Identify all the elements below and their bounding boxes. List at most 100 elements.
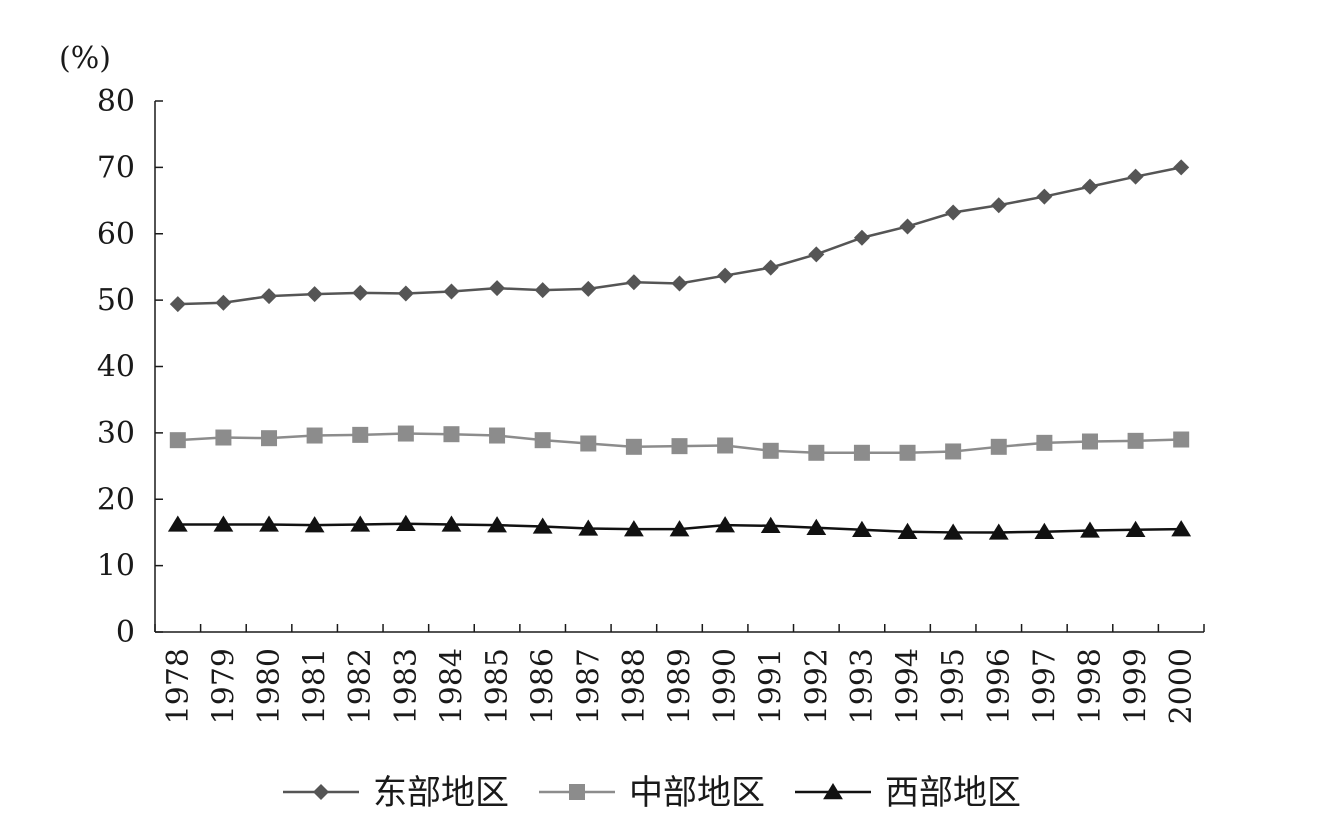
data-point — [580, 435, 597, 452]
x-tick-label: 1997 — [1027, 648, 1062, 724]
data-point — [1036, 434, 1053, 451]
y-tick-label: 50 — [97, 283, 135, 318]
data-point — [578, 519, 599, 536]
legend-marker — [569, 784, 585, 800]
data-point — [395, 514, 416, 532]
data-point — [259, 515, 279, 532]
data-point — [487, 516, 507, 533]
x-tick-label: 1995 — [936, 648, 971, 724]
data-point — [806, 518, 827, 535]
data-point — [580, 280, 597, 297]
legend-item: 西部地区 — [795, 773, 1021, 813]
data-point — [489, 427, 506, 444]
x-tick-label: 1999 — [1119, 648, 1154, 724]
x-tick-label: 1987 — [571, 648, 606, 724]
data-point — [715, 516, 736, 533]
data-point — [1171, 520, 1192, 537]
x-tick-label: 1979 — [206, 648, 241, 724]
x-tick-label: 1985 — [480, 648, 515, 724]
data-point — [352, 426, 369, 443]
x-tick-label: 1994 — [891, 648, 926, 724]
data-point — [717, 267, 734, 284]
data-point — [671, 275, 688, 292]
x-axis-ticks: 1978 1979 1980 1981 1982 1983 1984 1985 1986 1987… — [154, 624, 1205, 724]
data-point — [306, 427, 323, 444]
data-point — [215, 294, 232, 311]
data-point — [443, 283, 460, 300]
data-point — [899, 218, 916, 235]
data-point — [988, 523, 1009, 540]
data-point — [899, 444, 916, 461]
y-axis-ticks: 0 10 20 30 40 50 60 70 80 — [97, 84, 163, 650]
data-point — [534, 432, 551, 449]
data-point — [1125, 520, 1146, 537]
data-point — [1127, 168, 1144, 185]
series-1 — [169, 159, 1190, 313]
data-point — [532, 517, 553, 534]
data-point — [625, 274, 642, 291]
data-point — [169, 296, 186, 313]
series-3 — [167, 514, 1192, 540]
y-tick-label: 80 — [97, 84, 135, 119]
data-point — [213, 515, 234, 532]
data-point — [852, 520, 872, 537]
data-point — [261, 288, 278, 305]
x-tick-label: 1992 — [799, 648, 834, 724]
data-point — [306, 286, 323, 303]
x-tick-label: 1988 — [617, 648, 652, 724]
x-tick-label: 1981 — [298, 648, 333, 724]
x-tick-label: 1990 — [708, 648, 743, 724]
x-tick-label: 1998 — [1073, 648, 1108, 724]
data-point — [669, 520, 690, 537]
y-tick-label: 40 — [97, 350, 135, 385]
data-point — [808, 246, 825, 263]
x-tick-label: 1983 — [389, 648, 424, 724]
data-point — [397, 425, 414, 442]
data-point — [261, 430, 278, 447]
data-point — [1173, 431, 1190, 448]
legend-item: 东部地区 — [283, 773, 509, 813]
data-point — [853, 444, 870, 461]
legend-label: 东部地区 — [373, 773, 509, 813]
x-tick-label: 1986 — [526, 648, 561, 724]
data-point — [945, 204, 962, 221]
y-tick-label: 0 — [116, 615, 135, 650]
data-point — [443, 426, 460, 443]
x-tick-label: 1978 — [161, 648, 196, 724]
y-axis-unit-label: (%) — [59, 41, 111, 76]
data-point — [762, 442, 779, 459]
data-point — [945, 443, 962, 460]
data-point — [990, 438, 1007, 455]
legend: 东部地区 中部地区 西部地区 — [283, 773, 1021, 813]
data-point — [671, 438, 688, 455]
x-tick-label: 1996 — [982, 648, 1017, 724]
y-tick-label: 30 — [97, 416, 135, 451]
y-tick-label: 10 — [97, 549, 135, 584]
data-point — [441, 515, 462, 532]
legend-marker — [823, 783, 843, 800]
data-point — [897, 522, 918, 539]
data-point — [1081, 433, 1098, 450]
data-point — [169, 432, 186, 449]
x-tick-label: 1991 — [754, 648, 789, 724]
data-point — [808, 444, 825, 461]
data-point — [1080, 521, 1100, 538]
data-point — [167, 515, 188, 532]
x-tick-label: 1980 — [252, 648, 287, 724]
data-point — [717, 437, 734, 454]
data-point — [1173, 159, 1190, 176]
y-tick-label: 60 — [97, 217, 135, 252]
data-point — [350, 515, 371, 532]
data-point — [352, 284, 369, 301]
data-point — [990, 197, 1007, 214]
y-tick-label: 70 — [97, 150, 135, 185]
x-tick-label: 2000 — [1164, 648, 1199, 724]
x-tick-label: 1989 — [663, 648, 698, 724]
legend-item: 中部地区 — [539, 773, 765, 813]
series-2 — [169, 425, 1190, 461]
data-point — [623, 520, 644, 537]
data-point — [760, 516, 781, 533]
data-point — [853, 229, 870, 246]
